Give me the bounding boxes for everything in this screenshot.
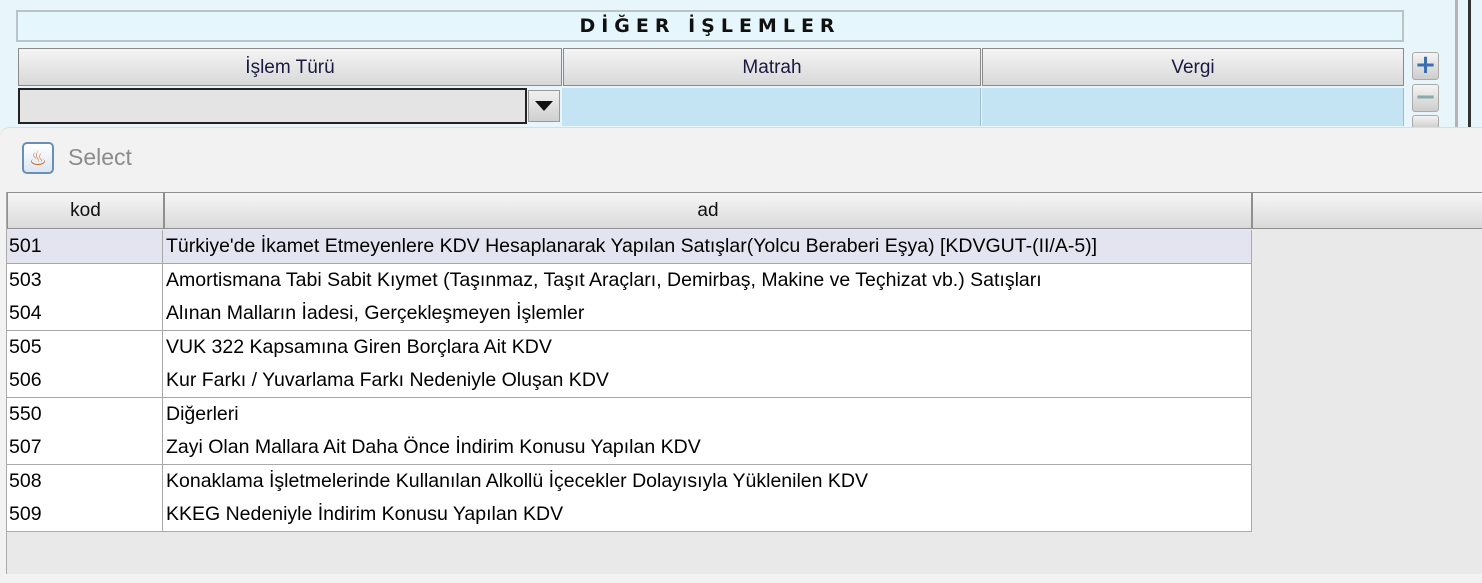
panel-title: DİĞER İŞLEMLER (16, 10, 1404, 42)
table-row[interactable]: 504 Alınan Malların İadesi, Gerçekleşmeye… (7, 297, 1252, 331)
remove-row-button[interactable]: − (1412, 84, 1439, 112)
select-popup: ♨ Select kod ad 501 Türkiye'de İkamet Etm… (0, 127, 1482, 583)
table-row[interactable]: 506 Kur Farkı / Yuvarlama Farkı Nedeniyle… (7, 364, 1252, 398)
table-row[interactable]: 507 Zayi Olan Mallara Ait Daha Önce İndir… (7, 431, 1252, 465)
column-header-islem-turu[interactable]: İşlem Türü (18, 48, 562, 86)
table-row[interactable]: 550 Diğerleri (7, 397, 1252, 432)
table-row[interactable]: 508 Konaklama İşletmelerinde Kullanılan A… (7, 464, 1252, 499)
diger-islemler-panel: DİĞER İŞLEMLER İşlem Türü Matrah Vergi +… (0, 0, 1482, 130)
column-header-filler (1252, 192, 1482, 229)
kod-cell: 503 (9, 263, 163, 297)
chevron-down-icon (535, 101, 553, 111)
column-header-vergi[interactable]: Vergi (982, 48, 1404, 86)
ad-cell: Zayi Olan Mallara Ait Daha Önce İndirim … (164, 431, 1252, 464)
selection-table: kod ad 501 Türkiye'de İkamet Etmeyenlere … (6, 192, 1482, 574)
kod-cell: 506 (9, 364, 163, 397)
ad-cell: Konaklama İşletmelerinde Kullanılan Alko… (164, 464, 1252, 498)
column-header-kod[interactable]: kod (7, 192, 164, 229)
table-row[interactable]: 505 VUK 322 Kapsamına Giren Borçlara Ait … (7, 330, 1252, 365)
ad-cell: Kur Farkı / Yuvarlama Farkı Nedeniyle Ol… (164, 364, 1252, 397)
kod-cell: 507 (9, 431, 163, 464)
matrah-cell[interactable] (562, 88, 981, 126)
ad-cell: Türkiye'de İkamet Etmeyenlere KDV Hesapl… (164, 230, 1252, 263)
kod-cell: 505 (9, 330, 163, 364)
select-button[interactable]: Select (68, 144, 132, 170)
table-row[interactable]: 503 Amortismana Tabi Sabit Kıymet (Taşınm… (7, 263, 1252, 298)
column-header-ad[interactable]: ad (164, 192, 1252, 229)
table-row[interactable]: 509 KKEG Nedeniyle İndirim Konusu Yapılan… (7, 498, 1252, 532)
ad-cell: Amortismana Tabi Sabit Kıymet (Taşınmaz,… (164, 263, 1252, 297)
plus-icon: + (1414, 50, 1437, 80)
kod-cell: 501 (9, 230, 163, 263)
ad-cell: Alınan Malların İadesi, Gerçekleşmeyen İ… (164, 297, 1252, 330)
column-header-matrah[interactable]: Matrah (563, 48, 981, 86)
add-row-button[interactable]: + (1412, 52, 1439, 80)
ad-cell: KKEG Nedeniyle İndirim Konusu Yapılan KD… (164, 498, 1252, 531)
divider (1455, 0, 1458, 130)
vergi-cell[interactable] (982, 88, 1404, 126)
kod-cell: 509 (9, 498, 163, 531)
kod-cell: 504 (9, 297, 163, 330)
minus-icon: − (1414, 82, 1437, 112)
table-row[interactable]: 501 Türkiye'de İkamet Etmeyenlere KDV Hes… (7, 230, 1252, 264)
kod-cell: 550 (9, 397, 163, 431)
ad-cell: Diğerleri (164, 397, 1252, 431)
ad-cell: VUK 322 Kapsamına Giren Borçlara Ait KDV (164, 330, 1252, 364)
islem-turu-combo[interactable] (18, 88, 527, 124)
kod-cell: 508 (9, 464, 163, 498)
divider (1468, 0, 1471, 130)
combo-dropdown-button[interactable] (528, 90, 560, 122)
java-cup-icon[interactable]: ♨ (22, 142, 54, 174)
